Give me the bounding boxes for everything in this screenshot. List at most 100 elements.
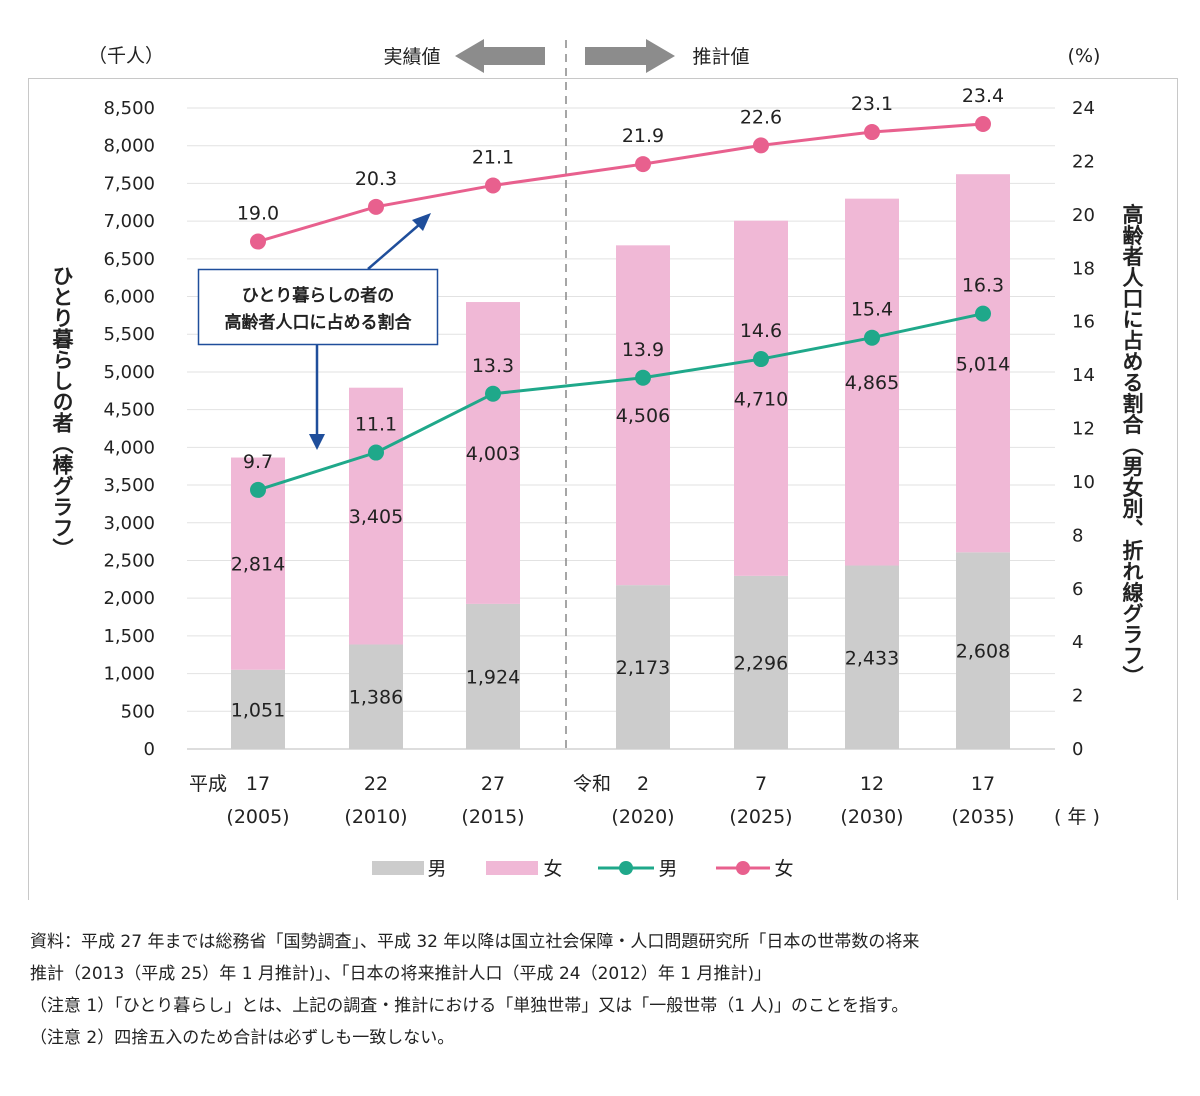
x-tick-year: 2: [637, 773, 649, 795]
x-tick-western: (2035): [951, 806, 1014, 828]
x-tick-western: (2030): [840, 806, 903, 828]
right-tick-label: 12: [1072, 419, 1095, 440]
bar-label-male: 2,433: [845, 647, 899, 669]
note-line: 推計（2013（平成 25）年 1 月推計)」、「日本の将来推計人口（平成 24…: [30, 964, 772, 984]
bar-female: [349, 387, 403, 645]
bar-label-male: 2,296: [734, 652, 788, 674]
bar-male: [845, 565, 899, 749]
legend-marker-female: [736, 861, 750, 875]
x-era-label: 令和: [573, 773, 611, 795]
bar-label-female: 4,865: [845, 372, 899, 394]
bar-female: [845, 198, 899, 566]
legend-swatch-bar-female: [486, 861, 538, 875]
x-tick-year: 17: [246, 773, 270, 795]
left-tick-label: 2,000: [103, 588, 155, 609]
right-tick-label: 18: [1072, 258, 1095, 279]
bar-male: [616, 585, 670, 749]
left-tick-label: 1,000: [103, 664, 155, 685]
line-label-male: 11.1: [355, 414, 397, 436]
left-axis-title: ひとり暮らしの者（棒グラフ）: [50, 265, 75, 559]
left-arrow-icon: [455, 39, 545, 73]
line-label-male: 15.4: [851, 299, 893, 321]
bar-label-female: 4,506: [616, 405, 670, 427]
bar-label-female: 4,003: [466, 443, 520, 465]
chart-area: 0 500 1,000 1,500 2,000 2,500 3,000 3,500 4,000 4…: [28, 39, 1178, 900]
bar-label-female: 3,405: [349, 506, 403, 528]
arrowhead-icon: [309, 434, 325, 450]
actual-label: 実績値: [383, 46, 440, 68]
x-tick-year: 12: [860, 773, 884, 795]
note-line: （注意 2）四捨五入のため合計は必ずしも一致しない。: [30, 1028, 455, 1048]
point-male: [485, 385, 501, 402]
left-tick-label: 4,000: [103, 437, 155, 458]
bar-label-female: 5,014: [956, 353, 1010, 375]
right-tick-label: 24: [1072, 98, 1095, 119]
bar-label-male: 2,173: [616, 657, 670, 679]
left-tick-label: 4,500: [103, 400, 155, 421]
point-female: [635, 156, 651, 173]
left-tick-label: 6,500: [103, 249, 155, 270]
right-tick-label: 22: [1072, 151, 1095, 172]
left-tick-label: 7,500: [103, 173, 155, 194]
legend-swatch-bar-male: [372, 861, 424, 875]
left-tick-label: 0: [144, 739, 155, 760]
right-axis-unit: (%): [1068, 45, 1101, 67]
point-female: [368, 198, 384, 215]
note-line: 資料：平成 27 年までは総務省「国勢調査」、平成 32 年以降は国立社会保障・…: [30, 932, 920, 952]
right-tick-label: 16: [1072, 312, 1095, 333]
line-label-female: 22.6: [740, 106, 782, 128]
point-female: [250, 233, 266, 250]
left-tick-label: 2,500: [103, 550, 155, 571]
line-label-female: 21.1: [472, 146, 514, 168]
right-tick-label: 20: [1072, 205, 1095, 226]
x-tick-year: 17: [971, 773, 995, 795]
line-label-male: 9.7: [243, 451, 273, 473]
x-tick-western: (2010): [344, 806, 407, 828]
chart-frame: [28, 78, 1178, 900]
legend-label: 男: [658, 858, 677, 880]
source-notes: 資料：平成 27 年までは総務省「国勢調査」、平成 32 年以降は国立社会保障・…: [30, 926, 1180, 1054]
bar-male: [734, 575, 788, 749]
point-male: [864, 329, 880, 346]
left-tick-label: 6,000: [103, 287, 155, 308]
line-label-male: 13.9: [622, 339, 664, 361]
bar-female: [466, 302, 520, 604]
bar-label-female: 2,814: [231, 554, 285, 576]
left-tick-label: 7,000: [103, 211, 155, 232]
bar-label-male: 1,924: [466, 666, 520, 688]
bar-male: [956, 552, 1010, 749]
x-tick-western: (2020): [611, 806, 674, 828]
line-label-female: 23.4: [962, 85, 1004, 107]
left-tick-label: 5,000: [103, 362, 155, 383]
line-label-female: 20.3: [355, 168, 397, 190]
right-tick-label: 6: [1072, 579, 1083, 600]
point-female: [864, 124, 880, 141]
bar-label-male: 1,386: [349, 687, 403, 709]
point-male: [753, 351, 769, 368]
left-axis-unit: （千人）: [88, 45, 164, 67]
line-label-female: 23.1: [851, 93, 893, 115]
bar-label-male: 2,608: [956, 641, 1010, 663]
point-male: [250, 481, 266, 498]
bar-female: [956, 174, 1010, 553]
point-female: [753, 137, 769, 154]
bar-female: [616, 245, 670, 586]
x-tick-western: (2025): [729, 806, 792, 828]
left-tick-label: 500: [121, 701, 155, 722]
x-tick-year: 22: [364, 773, 388, 795]
bar-label-male: 1,051: [231, 699, 285, 721]
line-label-male: 14.6: [740, 320, 782, 342]
right-tick-label: 8: [1072, 525, 1083, 546]
note-line: （注意 1）「ひとり暮らし」とは、上記の調査・推計における「単独世帯」又は「一般…: [30, 996, 909, 1016]
bar-male: [349, 644, 403, 749]
right-arrow-icon: [585, 39, 675, 73]
combo-chart: 0 500 1,000 1,500 2,000 2,500 3,000 3,500 4,000 4…: [28, 39, 1178, 900]
bar-label-female: 4,710: [734, 388, 788, 410]
point-female: [975, 116, 991, 133]
x-tick-year: 7: [755, 773, 767, 795]
x-tick-western: (2005): [226, 806, 289, 828]
annotation-text: 高齢者人口に占める割合: [225, 312, 413, 333]
annotation-arrow-up: [367, 223, 421, 270]
legend-label: 女: [543, 858, 562, 880]
left-tick-label: 8,500: [103, 98, 155, 119]
